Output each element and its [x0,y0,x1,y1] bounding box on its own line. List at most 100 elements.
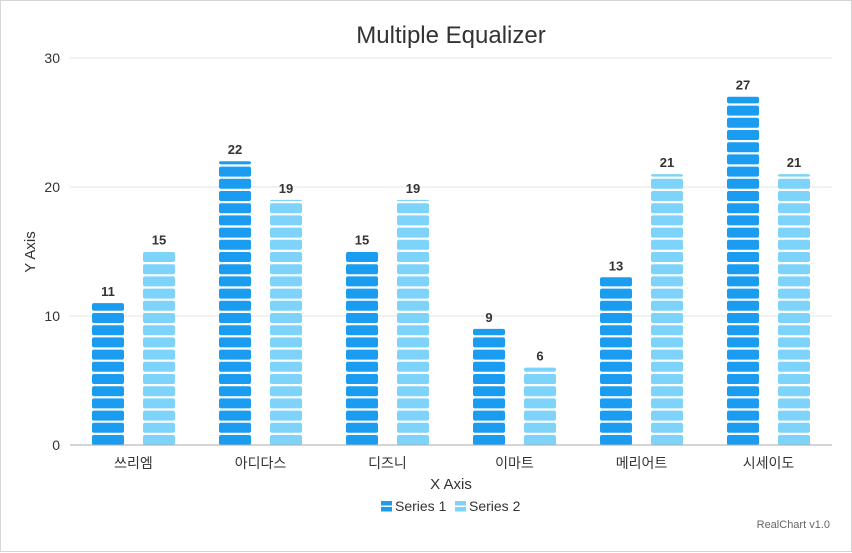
bar-segment [270,239,302,250]
bar-segment [219,166,251,177]
bar-segment [600,410,632,421]
bar-segment [143,361,175,372]
bar-segment [397,398,429,409]
credit-text: RealChart v1.0 [757,519,830,531]
bar-segment [778,361,810,372]
bar-2-3 [397,199,429,445]
data-label: 11 [101,284,115,299]
bar-segment [727,361,759,372]
bar-segment [651,264,683,275]
bar-segment [219,386,251,397]
bar-segment [397,410,429,421]
bar-segment [143,349,175,360]
bar-segment [143,300,175,311]
bar-segment [346,252,378,262]
bar-segment [270,374,302,384]
bar-segment [727,142,759,153]
y-tick-label: 10 [44,308,60,324]
bar-segment [397,337,429,348]
bar-segment [727,105,759,116]
bar-segment [219,191,251,201]
bar-segment [397,374,429,384]
bar-segment [397,252,429,262]
bar-segment [219,374,251,384]
bar-segment [219,422,251,433]
legend-item-series-1[interactable]: Series 1 [381,498,447,514]
bar-segment [143,337,175,348]
bar-segment [219,227,251,238]
bar-segment [600,435,632,445]
bar-segment [346,435,378,445]
bar-1-5 [600,277,632,445]
bar-segment [778,174,810,177]
bar-segment [219,337,251,348]
bar-segment [346,386,378,397]
bar-segment [778,398,810,409]
legend-label: Series 2 [469,498,521,514]
bar-1-1 [92,303,124,445]
bar-segment [92,398,124,409]
bar-segment [397,313,429,323]
bar-segment [270,386,302,397]
bar-segment [270,199,302,201]
bar-segment [219,178,251,189]
bar-segment [524,410,556,421]
bar-segment [778,422,810,433]
bar-segment [143,422,175,433]
bar-segment [651,435,683,445]
bar-segment [778,313,810,323]
bar-segment [600,277,632,287]
x-tick-label: 이마트 [495,455,534,471]
bar-segment [346,325,378,336]
bar-segment [778,239,810,250]
bar-2-4 [524,367,556,445]
bar-segment [219,435,251,445]
y-axis-title: Y Axis [22,231,39,272]
bar-2-2 [270,199,302,445]
bar-segment [600,398,632,409]
bar-segment [92,386,124,397]
data-label: 9 [485,310,492,325]
bar-segment [270,325,302,336]
bar-segment [92,374,124,384]
y-axis-ticks: 0 10 20 30 [44,50,60,453]
x-axis-ticks: 쓰리엠 아디다스 디즈니 이마트 메리어트 시세이도 [114,455,794,471]
bar-segment [651,203,683,214]
bar-segment [219,325,251,336]
bar-segment [651,191,683,201]
bar-segment [346,361,378,372]
bar-2-6 [778,174,810,445]
bar-segment [346,337,378,348]
legend-swatch [381,501,392,506]
data-label: 19 [279,181,293,196]
bar-segment [727,349,759,360]
bar-segment [651,398,683,409]
bar-segment [778,300,810,311]
bar-segment [651,349,683,360]
bar-segment [727,166,759,177]
bar-segment [727,300,759,311]
bar-segment [397,227,429,238]
bar-segment [600,386,632,397]
bar-segment [219,215,251,226]
bar-segment [473,337,505,348]
bar-segment [778,264,810,275]
legend-item-series-2[interactable]: Series 2 [455,498,521,514]
bar-segment [346,374,378,384]
legend-swatch [455,501,466,506]
bar-segment [727,215,759,226]
bar-segment [219,264,251,275]
bar-segment [143,325,175,336]
bar-segment [651,337,683,348]
bar-segment [778,276,810,287]
bar-segment [346,288,378,299]
bar-segment [270,227,302,238]
chart-title: Multiple Equalizer [356,22,545,49]
bar-segment [651,386,683,397]
bar-segment [524,435,556,445]
bar-segment [143,374,175,384]
bar-segment [397,276,429,287]
bar-segment [219,313,251,323]
bar-segment [727,117,759,128]
bar-segment [270,349,302,360]
